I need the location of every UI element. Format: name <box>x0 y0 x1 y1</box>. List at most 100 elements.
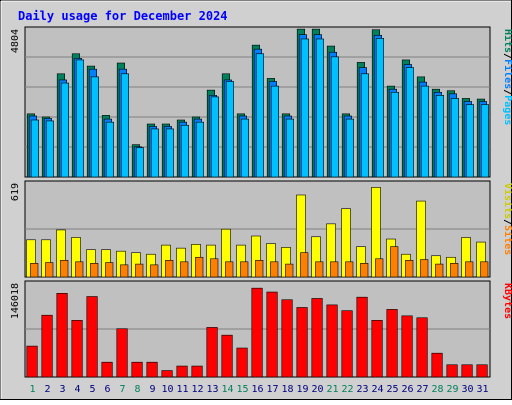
x-tick-label-day-23: 23 <box>356 384 368 395</box>
bar-sites-day-6 <box>105 262 114 278</box>
bar-pages-day-15 <box>240 118 249 178</box>
bar-pages-day-26 <box>405 67 415 178</box>
bar-pages-day-11 <box>180 124 189 178</box>
bar-kbytes-day-26 <box>401 315 413 378</box>
legend-entry-top-1: / <box>502 53 512 59</box>
bar-sites-day-30 <box>465 261 474 278</box>
bar-sites-day-10 <box>165 259 174 278</box>
bar-kbytes-day-3 <box>56 293 68 378</box>
bar-pages-day-28 <box>435 95 445 178</box>
bar-kbytes-day-30 <box>461 364 473 378</box>
bar-sites-day-11 <box>180 261 189 278</box>
x-tick-label-day-17: 17 <box>266 384 278 395</box>
bar-sites-day-12 <box>195 256 204 278</box>
legend-entry-middle-2: Sites <box>502 225 512 255</box>
bar-kbytes-day-6 <box>101 361 113 378</box>
legend-entry-top-3: / <box>502 89 512 95</box>
bar-pages-day-17 <box>270 85 280 178</box>
x-tick-label-day-21: 21 <box>326 384 338 395</box>
bar-sites-day-21 <box>330 261 339 278</box>
bar-sites-day-13 <box>210 258 219 278</box>
bar-sites-day-3 <box>60 259 69 278</box>
bar-sites-day-15 <box>240 261 249 278</box>
legend-entry-bottom-0: KBytes <box>502 283 512 319</box>
bar-kbytes-day-10 <box>161 370 173 378</box>
bar-pages-day-20 <box>315 38 325 178</box>
bar-pages-day-7 <box>120 73 129 178</box>
legend-entry-top-4: Pages <box>502 95 512 125</box>
bar-sites-day-23 <box>360 263 369 278</box>
x-tick-label-day-7: 7 <box>119 384 125 395</box>
x-tick-label-day-4: 4 <box>74 384 80 395</box>
bar-pages-day-9 <box>150 128 159 178</box>
bar-sites-day-25 <box>390 246 399 278</box>
x-tick-label-day-19: 19 <box>296 384 308 395</box>
chart-title: Daily usage for December 2024 <box>18 9 228 23</box>
bar-kbytes-day-4 <box>71 320 83 378</box>
panel-middle-ymax-label: 619 <box>10 183 21 201</box>
bar-pages-day-12 <box>195 121 204 178</box>
bar-sites-day-16 <box>255 259 264 278</box>
bar-kbytes-day-19 <box>296 307 308 378</box>
legend-entry-middle-0: Visits <box>502 183 512 219</box>
bar-sites-day-4 <box>75 261 84 278</box>
bar-sites-day-7 <box>120 264 129 278</box>
bar-kbytes-day-28 <box>431 352 443 378</box>
x-tick-label-day-15: 15 <box>236 384 248 395</box>
bar-pages-day-25 <box>390 91 400 178</box>
bar-kbytes-day-22 <box>341 310 353 378</box>
bar-sites-day-17 <box>270 261 279 278</box>
bar-kbytes-day-24 <box>371 320 383 378</box>
x-tick-label-day-13: 13 <box>206 384 218 395</box>
bar-kbytes-day-17 <box>266 291 278 378</box>
bar-kbytes-day-15 <box>236 347 248 378</box>
bar-pages-day-2 <box>45 120 55 178</box>
bar-pages-day-29 <box>450 98 460 178</box>
bar-kbytes-day-23 <box>356 296 368 378</box>
bar-pages-day-27 <box>420 85 430 178</box>
x-tick-label-day-25: 25 <box>386 384 398 395</box>
panel-middle: 619 Visits/Sites <box>10 180 512 278</box>
panel-top: 4804 Hits/Files/Pages <box>10 26 512 178</box>
x-tick-label-day-20: 20 <box>311 384 323 395</box>
bar-sites-day-29 <box>450 263 459 278</box>
x-tick-label-day-5: 5 <box>89 384 95 395</box>
x-tick-label-day-11: 11 <box>176 384 188 395</box>
bar-pages-day-31 <box>480 104 490 178</box>
x-tick-label-day-9: 9 <box>149 384 155 395</box>
bar-kbytes-day-9 <box>146 361 158 378</box>
x-tick-label-day-3: 3 <box>59 384 65 395</box>
x-tick-label-day-6: 6 <box>104 384 110 395</box>
bar-pages-day-13 <box>210 96 219 178</box>
bar-sites-day-22 <box>345 261 354 278</box>
x-tick-labels: 1 2 3 4 5 6 7 8 9 10 11 12 13 14 15 16 17 18 19 20 21 22 23 24 2… <box>29 384 488 395</box>
bar-pages-day-19 <box>300 38 310 178</box>
bar-sites-day-5 <box>90 263 99 278</box>
x-tick-label-day-27: 27 <box>416 384 428 395</box>
bar-kbytes-day-2 <box>41 314 53 378</box>
panel-top-ymax-label: 4804 <box>10 29 21 53</box>
bar-kbytes-day-20 <box>311 298 323 378</box>
bar-sites-day-1 <box>30 263 39 278</box>
bar-sites-day-26 <box>405 259 414 278</box>
x-tick-label-day-10: 10 <box>161 384 173 395</box>
bar-pages-day-30 <box>465 104 475 178</box>
bar-pages-day-8 <box>135 147 144 178</box>
x-tick-label-day-29: 29 <box>446 384 458 395</box>
bar-kbytes-day-21 <box>326 304 338 378</box>
bar-sites-day-9 <box>150 264 159 278</box>
x-tick-label-day-14: 14 <box>221 384 233 395</box>
x-tick-label-day-16: 16 <box>251 384 263 395</box>
bar-kbytes-day-31 <box>476 364 488 378</box>
bar-kbytes-day-5 <box>86 296 98 378</box>
bar-sites-day-8 <box>135 263 144 278</box>
bar-sites-day-2 <box>45 262 54 278</box>
bar-pages-day-16 <box>255 53 265 178</box>
bar-pages-day-21 <box>330 56 340 178</box>
bar-pages-day-10 <box>165 128 174 178</box>
bar-pages-day-4 <box>75 59 84 178</box>
bar-kbytes-day-11 <box>176 365 188 378</box>
legend-entry-top-0: Hits <box>502 29 512 53</box>
